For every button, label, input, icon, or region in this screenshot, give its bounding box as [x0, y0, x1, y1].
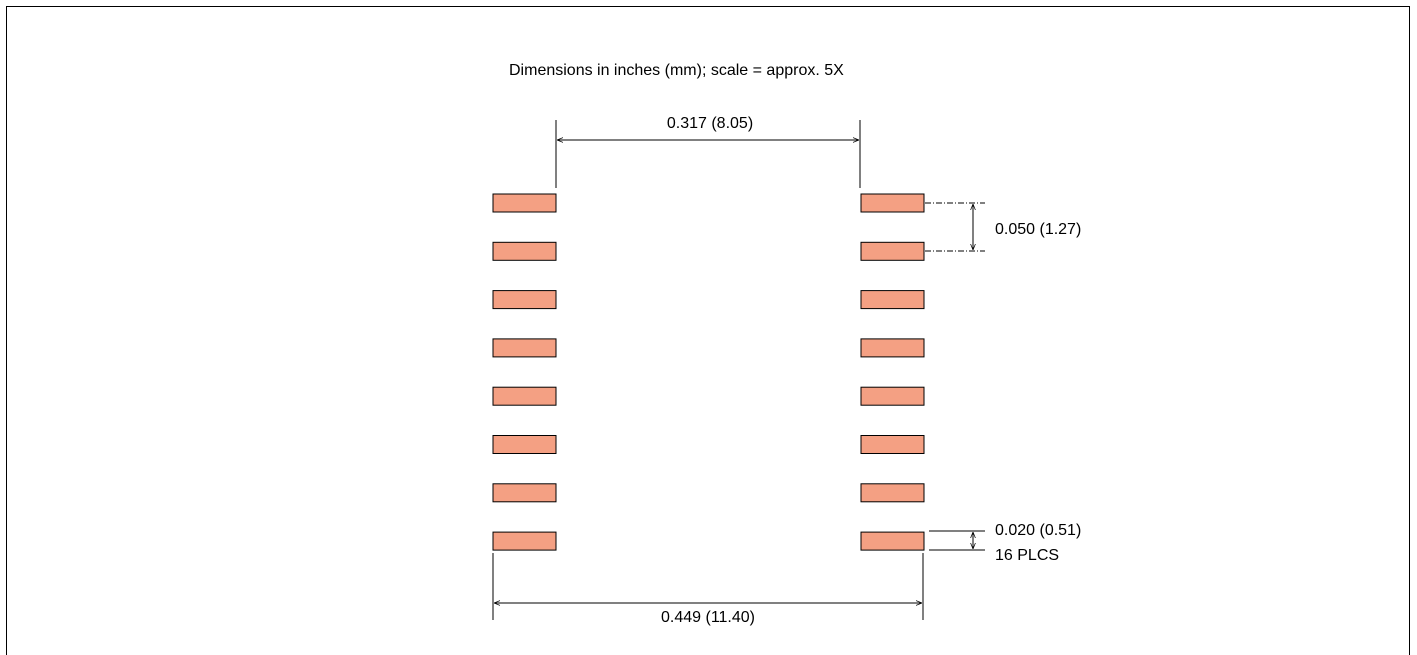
pad-width-dimension — [929, 530, 985, 551]
right-pad — [860, 386, 925, 406]
pad-width-label: 0.020 (0.51) — [995, 522, 1081, 539]
diagram-caption: Dimensions in inches (mm); scale = appro… — [509, 62, 844, 79]
left-pad-column — [492, 193, 557, 551]
overall-width-dimension — [492, 553, 924, 620]
left-pad — [492, 386, 557, 406]
overall-width-label: 0.449 (11.40) — [661, 609, 755, 626]
left-pad — [492, 483, 557, 503]
right-pad — [860, 531, 925, 551]
drawing-frame — [6, 6, 1410, 655]
left-pad — [492, 290, 557, 310]
left-pad — [492, 193, 557, 213]
pitch-dimension — [925, 202, 985, 252]
right-pad — [860, 435, 925, 454]
left-pad — [492, 531, 557, 551]
right-pad — [860, 290, 925, 310]
pitch-label: 0.050 (1.27) — [995, 221, 1081, 238]
right-pad — [860, 193, 925, 213]
right-pad — [860, 338, 925, 358]
left-pad — [492, 435, 557, 454]
right-pad — [860, 483, 925, 503]
row-spacing-label: 0.317 (8.05) — [667, 115, 753, 132]
pad-count-label: 16 PLCS — [995, 547, 1059, 564]
row-spacing-dimension — [555, 120, 861, 188]
right-pad-column — [860, 193, 925, 551]
right-pad — [860, 241, 925, 261]
left-pad — [492, 338, 557, 358]
left-pad — [492, 241, 557, 261]
